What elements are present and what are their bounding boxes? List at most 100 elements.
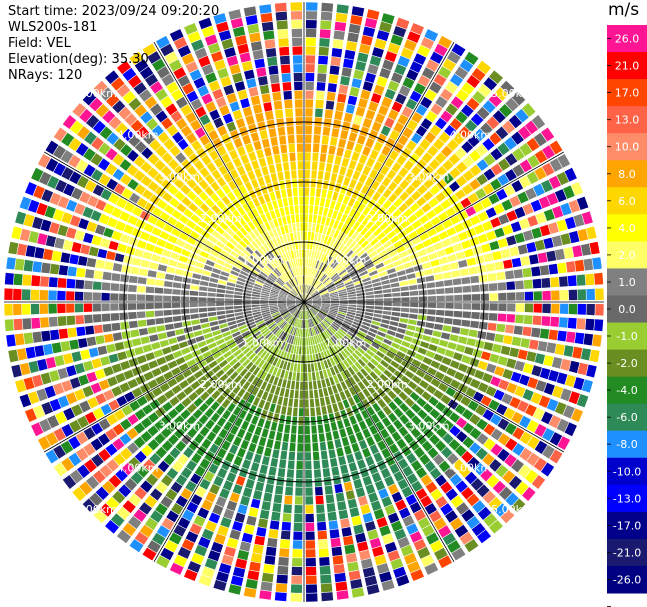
range-gate-cell	[268, 466, 277, 476]
range-gate-cell	[313, 302, 322, 304]
range-gate-cell	[309, 287, 315, 295]
range-gate-cell	[330, 298, 339, 301]
range-gate-cell	[322, 414, 329, 424]
range-gate-cell	[106, 250, 116, 261]
range-gate-cell	[127, 442, 139, 455]
range-gate-cell	[456, 161, 468, 173]
range-gate-cell	[524, 120, 539, 135]
range-gate-cell	[165, 323, 175, 331]
range-gate-cell	[444, 246, 455, 255]
range-gate-cell	[290, 11, 302, 20]
range-gate-cell	[116, 506, 131, 520]
range-gate-cell	[199, 426, 210, 437]
range-gate-cell	[289, 317, 295, 325]
range-gate-cell	[370, 500, 382, 511]
range-gate-cell	[131, 387, 143, 398]
range-gate-cell	[167, 158, 179, 170]
range-gate-cell	[256, 149, 265, 159]
range-gate-cell	[423, 221, 434, 231]
range-gate-cell	[286, 261, 291, 270]
range-gate-cell	[414, 353, 425, 362]
range-gate-cell	[273, 440, 281, 450]
range-gate-cell	[37, 358, 48, 371]
range-gate-cell	[288, 371, 293, 380]
range-gate-cell	[336, 447, 344, 457]
range-gate-cell	[226, 537, 239, 549]
azimuth-spoke	[303, 301, 564, 453]
range-gate-cell	[288, 280, 295, 288]
range-gate-cell	[167, 378, 178, 388]
range-gate-cell	[304, 187, 310, 196]
range-gate-cell	[23, 214, 35, 227]
range-gate-cell	[323, 277, 330, 284]
range-gate-cell	[286, 233, 291, 242]
range-gate-cell	[353, 384, 361, 394]
range-gate-cell	[538, 196, 551, 209]
range-gate-cell	[336, 147, 344, 157]
range-gate-cell	[258, 273, 267, 280]
range-gate-cell	[164, 51, 178, 64]
range-gate-cell	[222, 266, 231, 273]
range-gate-cell	[134, 531, 149, 545]
range-gate-cell	[580, 243, 591, 256]
range-gate-cell	[583, 333, 594, 346]
range-gate-cell	[346, 187, 354, 197]
range-gate-cell	[147, 326, 157, 334]
range-gate-cell	[522, 203, 534, 215]
range-gate-cell	[351, 6, 365, 17]
range-gate-cell	[466, 366, 477, 377]
range-gate-cell	[347, 561, 359, 572]
range-gate-cell	[321, 275, 328, 282]
range-gate-cell	[438, 339, 449, 348]
range-gate-cell	[535, 212, 547, 224]
range-gate-cell	[348, 343, 356, 352]
range-gate-cell	[51, 342, 62, 354]
range-gate-cell	[208, 375, 218, 384]
range-gate-cell	[527, 377, 539, 389]
range-gate-cell	[17, 348, 28, 361]
range-gate-cell	[277, 278, 284, 285]
range-gate-cell	[300, 372, 304, 382]
range-gate-cell	[275, 163, 283, 173]
range-gate-cell	[297, 434, 304, 443]
range-gate-cell	[235, 315, 244, 320]
range-gate-cell	[278, 296, 287, 300]
range-gate-cell	[401, 445, 412, 457]
range-gate-cell	[360, 35, 373, 46]
range-gate-cell	[149, 262, 159, 270]
range-gate-cell	[161, 117, 173, 130]
range-gate-cell	[359, 43, 371, 55]
range-gate-cell	[304, 302, 313, 304]
range-gate-cell	[294, 513, 303, 523]
range-gate-cell	[429, 408, 441, 419]
range-gate-cell	[241, 267, 250, 274]
range-gate-cell	[232, 395, 241, 405]
range-gate-cell	[508, 114, 522, 129]
range-gate-cell	[148, 412, 159, 423]
range-gate-cell	[57, 395, 70, 408]
range-gate-cell	[198, 179, 209, 190]
range-gate-cell	[57, 303, 66, 314]
range-gate-cell	[32, 331, 42, 343]
range-gate-cell	[338, 84, 349, 95]
range-gate-cell	[240, 154, 250, 165]
range-gate-cell	[490, 376, 501, 387]
range-gate-cell	[68, 436, 81, 450]
range-gate-cell	[409, 391, 420, 402]
range-gate-cell	[172, 296, 181, 302]
range-gate-cell	[204, 370, 215, 379]
range-gate-cell	[183, 208, 194, 218]
range-gate-cell	[122, 500, 136, 514]
range-gate-cell	[134, 346, 144, 356]
range-gate-cell	[290, 345, 295, 354]
range-gate-cell	[111, 230, 122, 241]
range-gate-cell	[440, 332, 451, 340]
range-gate-cell	[208, 235, 218, 244]
range-ring-label: 3.00km	[159, 420, 201, 433]
range-gate-cell	[322, 321, 329, 328]
range-gate-cell	[330, 136, 338, 147]
range-gate-cell	[413, 509, 426, 522]
range-gate-cell	[61, 380, 73, 392]
range-gate-cell	[324, 317, 333, 324]
range-gate-cell	[268, 529, 279, 539]
